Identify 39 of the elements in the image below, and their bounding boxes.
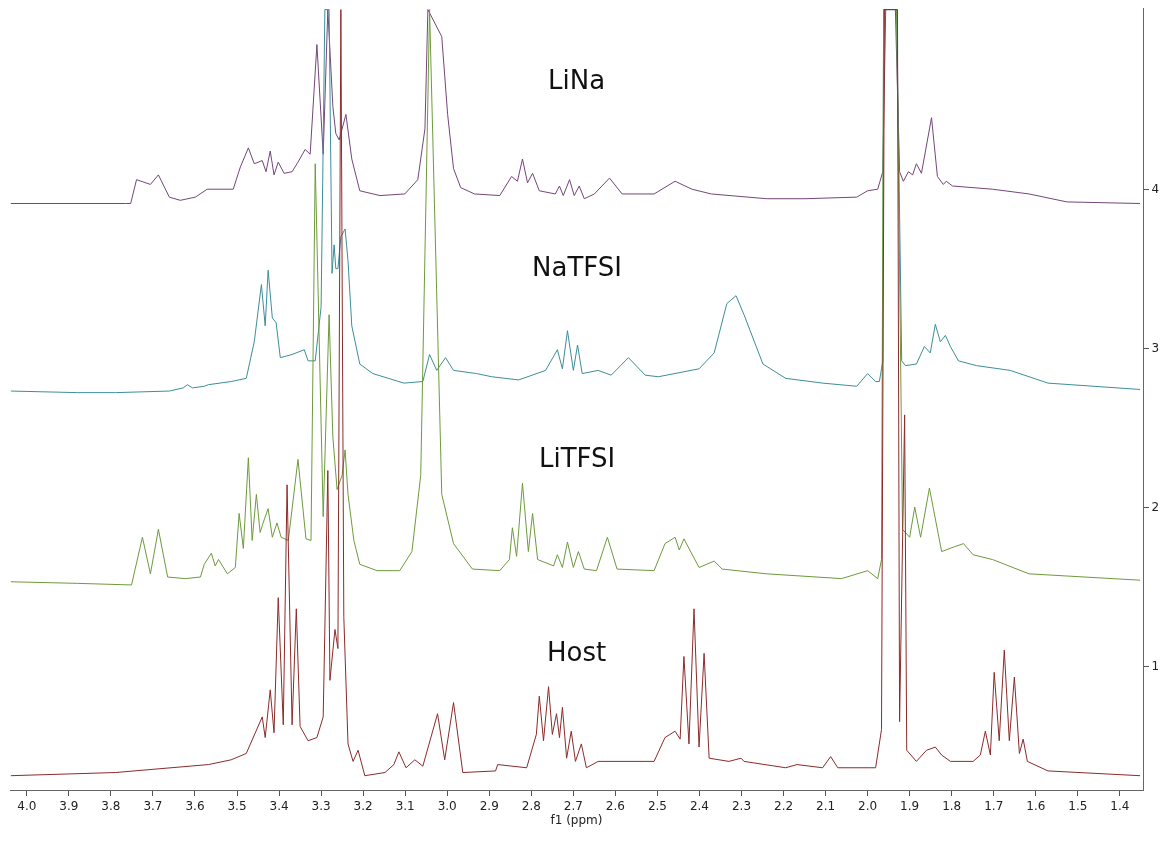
x-tick-label: 2.4 [689, 799, 710, 814]
series-label: Host [547, 637, 607, 667]
line-series [10, 9, 1141, 777]
x-tick-label: 3.3 [311, 799, 331, 814]
x-tick-label: 1.9 [900, 799, 920, 814]
line-series [10, 9, 1141, 586]
x-tick-label: 3.0 [437, 799, 457, 814]
y-tick-label: 2 [1151, 500, 1160, 515]
x-tick-label: 1.7 [984, 799, 1004, 814]
y-tick-label: 1 [1151, 659, 1160, 674]
x-tick-label: 3.5 [227, 799, 247, 814]
x-tick-label: 2.9 [479, 799, 499, 814]
y-tick-label: 3 [1151, 341, 1160, 356]
x-tick-label: 2.3 [731, 799, 752, 814]
x-tick-label: 2.7 [563, 799, 583, 814]
x-tick-label: 3.1 [395, 799, 415, 814]
x-axis-title: f1 (ppm) [550, 813, 603, 828]
x-tick-label: 1.8 [942, 799, 962, 814]
y-tick-label: 4 [1151, 182, 1160, 197]
x-tick-label: 3.2 [353, 799, 373, 814]
x-tick-label: 3.9 [59, 799, 79, 814]
x-tick-label: 1.6 [1026, 799, 1046, 814]
series-label: LiTFSI [539, 443, 616, 473]
line-series [10, 9, 1141, 204]
x-tick-label: 2.0 [858, 799, 878, 814]
x-tick-label: 3.7 [143, 799, 163, 814]
x-tick-label: 4.0 [17, 799, 37, 814]
x-tick-label: 3.6 [185, 799, 205, 814]
x-tick-label: 2.8 [521, 799, 541, 814]
x-tick-label: 2.2 [774, 799, 794, 814]
text: LiNa [548, 65, 606, 95]
x-tick-label: 1.5 [1068, 799, 1088, 814]
text: NaTFSI [532, 252, 622, 282]
x-tick-label: 3.4 [269, 799, 289, 814]
x-tick-label: 2.1 [816, 799, 836, 814]
x-tick-label: 3.8 [101, 799, 121, 814]
x-tick-label: 2.5 [647, 799, 667, 814]
x-tick-label: 1.4 [1110, 799, 1130, 814]
x-tick-label: 2.6 [605, 799, 625, 814]
